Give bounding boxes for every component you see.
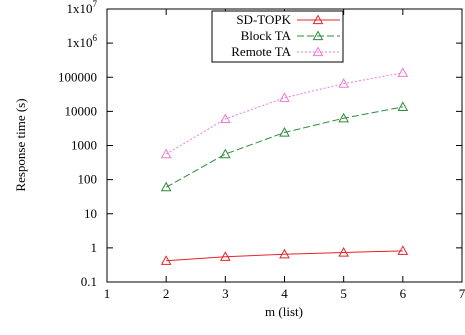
y-tick-label: 1x107 [67,0,98,16]
y-tick-label: 10000 [65,103,98,118]
x-tick-label: 4 [281,286,288,301]
y-tick-label: 1x106 [67,33,98,50]
series-line [165,72,403,155]
y-tick-label: 100000 [58,69,97,84]
data-point [160,255,172,265]
x-tick-label: 6 [400,286,407,301]
data-point [397,101,409,112]
x-tick-label: 2 [163,286,170,301]
legend-marker [312,46,324,57]
data-point [338,247,350,257]
y-tick-label: 10 [84,206,97,221]
series-remote-ta [160,67,409,159]
x-axis: 1 2 3 4 5 6 7 [104,9,465,301]
y-axis-label: Response time (s) [13,98,28,191]
y-axis: 0.1 1 10 100 1000 10000 100000 1x106 1x107 [58,0,462,289]
data-point [219,251,231,261]
legend-marker [312,14,324,25]
data-point [279,92,290,102]
x-tick-label: 3 [222,286,229,301]
x-tick-label: 1 [104,286,111,301]
y-tick-label: 100 [78,172,98,187]
x-tick-label: 7 [459,286,465,301]
data-point [219,148,231,159]
data-point [397,67,409,77]
legend-marker [312,30,324,41]
series-layer [160,67,409,265]
data-point [160,148,172,159]
data-point [160,181,172,192]
data-point [219,113,231,124]
data-point [397,245,409,255]
legend-label: Remote TA [231,44,291,59]
x-tick-label: 5 [340,286,347,301]
data-point [338,78,350,88]
data-point [279,126,290,137]
y-tick-label: 1 [91,240,98,255]
series-line [165,106,403,188]
y-tick-label: 0.1 [81,274,97,289]
series-sd-topk [160,245,409,265]
series-line [166,250,403,262]
y-tick-label: 1000 [71,138,97,153]
x-axis-label: m (list) [265,304,303,319]
series-block-ta [160,101,409,192]
legend-label: Block TA [241,28,292,43]
data-point [279,248,290,259]
data-point [338,112,350,123]
legend-label: SD-TOPK [236,12,291,27]
